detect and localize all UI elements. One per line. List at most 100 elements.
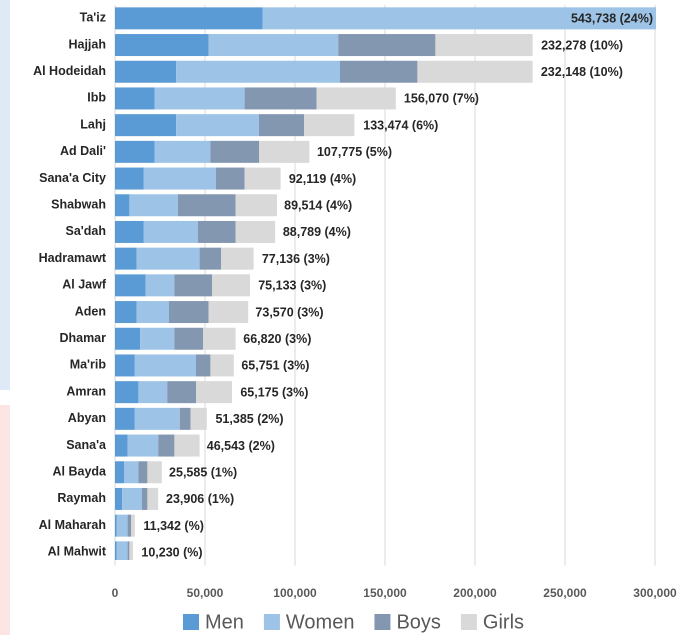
bar-segment	[179, 407, 191, 430]
bar-segment	[115, 220, 144, 243]
bar-segment	[208, 34, 339, 57]
bar-segment	[147, 487, 159, 510]
bar-segment	[145, 274, 175, 297]
category-label: Al Bayda	[53, 465, 108, 479]
bar-segment	[115, 327, 141, 350]
total-label: 133,474 (6%)	[363, 118, 438, 132]
total-label: 77,136 (3%)	[262, 252, 330, 266]
bar-segment	[259, 114, 304, 137]
bar-segment	[316, 87, 396, 110]
bar-segment	[147, 461, 162, 484]
category-label: Hajjah	[68, 37, 106, 51]
bar-segment	[115, 247, 137, 270]
bar-segment	[210, 354, 234, 377]
total-label: 46,543 (2%)	[207, 439, 275, 453]
bar-segment	[154, 140, 211, 163]
bar-segment	[129, 194, 178, 217]
total-label: 543,738 (24%)	[571, 12, 653, 26]
bar-segment	[417, 60, 533, 83]
bar-segment	[115, 7, 263, 30]
bar-segment	[115, 381, 139, 404]
side-band	[0, 405, 10, 635]
category-label: Lahj	[80, 117, 106, 131]
bar-segment	[190, 407, 207, 430]
bar-segment	[115, 461, 124, 484]
bar-segment	[138, 381, 168, 404]
category-label: Raymah	[57, 491, 106, 505]
bar-segment	[115, 301, 137, 324]
total-label: 10,230 (%)	[141, 546, 202, 560]
bar-segment	[167, 381, 196, 404]
bar-segment	[174, 274, 213, 297]
legend-label: Men	[205, 611, 244, 633]
legend: Men Women Boys Girls	[183, 611, 524, 633]
bar-segment	[338, 34, 436, 57]
category-label: Al Maharah	[39, 518, 106, 532]
bar-segment	[203, 327, 236, 350]
bar-segment	[115, 514, 117, 537]
bar-segment	[115, 34, 209, 57]
bar-segment	[129, 541, 133, 560]
total-label: 11,342 (%)	[143, 519, 203, 533]
bar-segment	[115, 434, 128, 457]
bar-segment	[176, 114, 259, 137]
category-label: Sana'a City	[39, 171, 106, 185]
bar-segment	[143, 167, 216, 190]
bar-segment	[115, 541, 117, 560]
bar-segment	[262, 7, 656, 30]
bar-segment	[244, 167, 281, 190]
bar-segment	[116, 514, 128, 537]
bar-segment	[134, 354, 196, 377]
bar-segment	[304, 114, 355, 137]
total-label: 92,119 (4%)	[289, 172, 356, 186]
category-label: Al Hodeidah	[33, 64, 106, 78]
bar-segment	[169, 301, 209, 324]
bar-segment	[131, 514, 135, 537]
bar-segment	[127, 514, 132, 537]
bar-segment	[115, 354, 135, 377]
bar-segment	[174, 327, 204, 350]
category-label: Abyan	[68, 411, 106, 425]
category-label: Sana'a	[66, 438, 107, 452]
legend-swatch	[374, 614, 391, 630]
x-tick-label: 50,000	[187, 586, 224, 600]
total-label: 51,385 (2%)	[215, 412, 283, 426]
total-label: 156,070 (7%)	[404, 92, 479, 106]
bar-segment	[158, 434, 175, 457]
bar-segment	[235, 194, 277, 217]
bar-segment	[176, 60, 340, 83]
bar-segment	[196, 354, 211, 377]
category-label: Hadramawt	[39, 251, 107, 265]
bar-segment	[116, 541, 128, 560]
category-label: Aden	[75, 304, 106, 318]
bar-segment	[199, 247, 222, 270]
bar-segment	[197, 220, 236, 243]
total-label: 232,148 (10%)	[541, 65, 623, 79]
bar-segment	[136, 301, 169, 324]
x-tick-label: 100,000	[273, 586, 317, 600]
bar-segment	[208, 301, 249, 324]
bar-segment	[140, 327, 175, 350]
x-tick-label: 250,000	[543, 586, 587, 600]
category-label: Amran	[66, 384, 106, 398]
total-label: 73,570 (3%)	[255, 305, 323, 319]
bar-segment	[115, 87, 155, 110]
bar-segment	[244, 87, 317, 110]
bar-segment	[142, 487, 148, 510]
total-label: 232,278 (10%)	[541, 38, 623, 52]
category-label: Ta'iz	[80, 11, 106, 25]
x-tick-label: 200,000	[453, 586, 497, 600]
bar-segment	[115, 407, 135, 430]
bar-segment	[259, 140, 310, 163]
category-label: Ad Dali'	[60, 144, 106, 158]
bar-segment	[215, 167, 245, 190]
total-label: 89,514 (4%)	[284, 199, 352, 213]
bar-segment	[212, 274, 250, 297]
bar-segment	[115, 60, 177, 83]
bar-segment	[115, 194, 130, 217]
total-label: 25,585 (1%)	[169, 466, 237, 480]
legend-label: Boys	[396, 611, 440, 633]
legend-label: Women	[286, 611, 355, 633]
bar-segment	[127, 541, 130, 560]
